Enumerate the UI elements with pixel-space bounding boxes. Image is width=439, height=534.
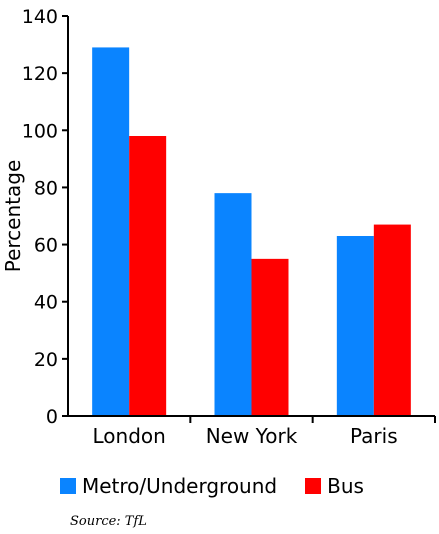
legend-swatch-bus: [305, 478, 322, 494]
y-tick-label: 0: [46, 406, 58, 428]
y-tick-label: 60: [34, 235, 58, 257]
legend-label-bus: Bus: [327, 474, 364, 498]
legend-swatch-metro: [60, 478, 76, 494]
source-note: Source: TfL: [70, 514, 147, 529]
y-axis: 0 20 40 60 80 100 120 140: [22, 6, 69, 428]
y-tick-label: 20: [34, 349, 58, 371]
legend-label-metro: Metro/Underground: [82, 474, 278, 498]
bar-metro: [214, 193, 252, 416]
bar-metro: [92, 47, 130, 417]
y-tick-label: 40: [34, 292, 58, 314]
y-tick-label: 100: [22, 120, 58, 142]
x-tick-label: London: [93, 424, 166, 448]
x-tick-label: New York: [206, 424, 298, 448]
y-tick-label: 80: [34, 177, 58, 199]
bars: [92, 47, 411, 417]
bar-bus: [129, 136, 167, 416]
y-axis-label: Percentage: [1, 160, 25, 273]
x-tick-label: Paris: [350, 424, 398, 448]
y-tick-label: 140: [22, 6, 58, 28]
bar-metro: [336, 236, 374, 416]
legend-item-metro: Metro/Underground: [60, 474, 277, 498]
legend-item-bus: Bus: [305, 474, 364, 498]
y-tick-label: 120: [22, 63, 58, 85]
bar-bus: [251, 258, 289, 416]
x-axis: London New York Paris: [68, 415, 436, 448]
bar-bus: [373, 224, 411, 416]
legend: Metro/Underground Bus: [60, 474, 392, 498]
